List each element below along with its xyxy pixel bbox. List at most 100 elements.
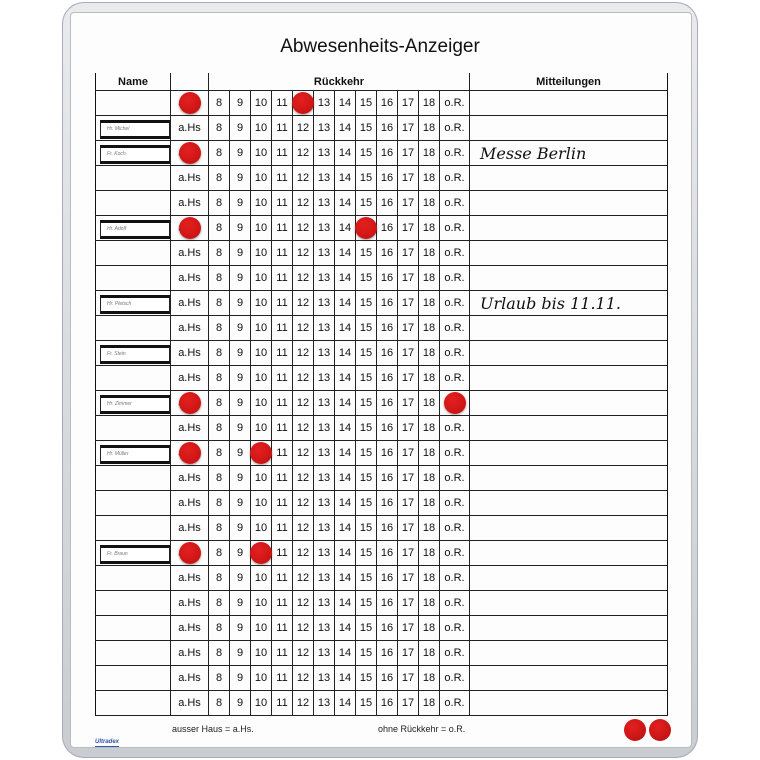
- slot-cell[interactable]: a.Hs: [170, 440, 209, 466]
- slot-cell[interactable]: a.Hs: [170, 665, 209, 691]
- slot-cell[interactable]: 10: [250, 90, 272, 116]
- name-cell[interactable]: [95, 565, 171, 591]
- name-cell[interactable]: [95, 690, 171, 716]
- slot-cell[interactable]: 15: [355, 615, 377, 641]
- slot-cell[interactable]: 8: [208, 565, 230, 591]
- slot-cell[interactable]: 16: [376, 540, 398, 566]
- slot-cell[interactable]: o.R.: [439, 415, 470, 441]
- slot-cell[interactable]: 14: [334, 240, 356, 266]
- slot-cell[interactable]: 10: [250, 140, 272, 166]
- slot-cell[interactable]: 8: [208, 90, 230, 116]
- name-tag[interactable]: Fr. Koch: [100, 145, 170, 164]
- slot-cell[interactable]: 17: [397, 265, 419, 291]
- slot-cell[interactable]: 16: [376, 340, 398, 366]
- slot-cell[interactable]: 12: [292, 90, 314, 116]
- name-cell[interactable]: [95, 240, 171, 266]
- slot-cell[interactable]: 10: [250, 690, 272, 716]
- slot-cell[interactable]: 13: [313, 165, 335, 191]
- message-cell[interactable]: [469, 340, 668, 366]
- slot-cell[interactable]: 14: [334, 390, 356, 416]
- slot-cell[interactable]: o.R.: [439, 665, 470, 691]
- slot-cell[interactable]: 12: [292, 440, 314, 466]
- name-cell[interactable]: Fr. Braun: [95, 540, 171, 566]
- slot-cell[interactable]: 17: [397, 115, 419, 141]
- slot-cell[interactable]: 17: [397, 465, 419, 491]
- name-cell[interactable]: [95, 515, 171, 541]
- slot-cell[interactable]: a.Hs: [170, 615, 209, 641]
- slot-cell[interactable]: 8: [208, 640, 230, 666]
- slot-cell[interactable]: a.Hs: [170, 590, 209, 616]
- slot-cell[interactable]: 17: [397, 565, 419, 591]
- slot-cell[interactable]: 12: [292, 640, 314, 666]
- slot-cell[interactable]: 17: [397, 90, 419, 116]
- slot-cell[interactable]: 17: [397, 165, 419, 191]
- slot-cell[interactable]: 10: [250, 215, 272, 241]
- slot-cell[interactable]: o.R.: [439, 115, 470, 141]
- slot-cell[interactable]: 12: [292, 590, 314, 616]
- slot-cell[interactable]: a.Hs: [170, 90, 209, 116]
- slot-cell[interactable]: 17: [397, 690, 419, 716]
- red-magnet[interactable]: [178, 392, 201, 414]
- slot-cell[interactable]: 18: [418, 390, 440, 416]
- slot-cell[interactable]: 16: [376, 440, 398, 466]
- slot-cell[interactable]: 9: [229, 490, 251, 516]
- slot-cell[interactable]: 18: [418, 565, 440, 591]
- slot-cell[interactable]: 14: [334, 440, 356, 466]
- slot-cell[interactable]: 8: [208, 390, 230, 416]
- slot-cell[interactable]: 9: [229, 640, 251, 666]
- slot-cell[interactable]: 15: [355, 665, 377, 691]
- slot-cell[interactable]: 16: [376, 640, 398, 666]
- slot-cell[interactable]: 16: [376, 365, 398, 391]
- slot-cell[interactable]: 14: [334, 665, 356, 691]
- slot-cell[interactable]: a.Hs: [170, 290, 209, 316]
- red-magnet[interactable]: [178, 217, 201, 239]
- message-cell[interactable]: [469, 90, 668, 116]
- slot-cell[interactable]: 12: [292, 465, 314, 491]
- slot-cell[interactable]: 18: [418, 115, 440, 141]
- slot-cell[interactable]: 8: [208, 340, 230, 366]
- slot-cell[interactable]: 9: [229, 415, 251, 441]
- slot-cell[interactable]: o.R.: [439, 190, 470, 216]
- slot-cell[interactable]: 12: [292, 265, 314, 291]
- slot-cell[interactable]: 16: [376, 590, 398, 616]
- slot-cell[interactable]: 14: [334, 165, 356, 191]
- slot-cell[interactable]: 16: [376, 240, 398, 266]
- slot-cell[interactable]: 9: [229, 340, 251, 366]
- slot-cell[interactable]: o.R.: [439, 615, 470, 641]
- slot-cell[interactable]: o.R.: [439, 540, 470, 566]
- slot-cell[interactable]: 14: [334, 690, 356, 716]
- slot-cell[interactable]: 10: [250, 165, 272, 191]
- slot-cell[interactable]: 15: [355, 265, 377, 291]
- red-magnet[interactable]: [178, 442, 201, 464]
- slot-cell[interactable]: 10: [250, 515, 272, 541]
- slot-cell[interactable]: 13: [313, 340, 335, 366]
- slot-cell[interactable]: 8: [208, 465, 230, 491]
- slot-cell[interactable]: 14: [334, 315, 356, 341]
- message-cell[interactable]: Urlaub bis 11.11.: [469, 290, 668, 316]
- slot-cell[interactable]: 13: [313, 90, 335, 116]
- slot-cell[interactable]: a.Hs: [170, 690, 209, 716]
- slot-cell[interactable]: 13: [313, 490, 335, 516]
- slot-cell[interactable]: 14: [334, 465, 356, 491]
- message-cell[interactable]: [469, 115, 668, 141]
- slot-cell[interactable]: 15: [355, 365, 377, 391]
- slot-cell[interactable]: 11: [271, 440, 293, 466]
- slot-cell[interactable]: 13: [313, 215, 335, 241]
- slot-cell[interactable]: a.Hs: [170, 515, 209, 541]
- message-cell[interactable]: Messe Berlin: [469, 140, 668, 166]
- slot-cell[interactable]: 17: [397, 415, 419, 441]
- message-cell[interactable]: [469, 665, 668, 691]
- slot-cell[interactable]: 11: [271, 365, 293, 391]
- red-magnet[interactable]: [178, 542, 201, 564]
- slot-cell[interactable]: 12: [292, 540, 314, 566]
- message-cell[interactable]: [469, 465, 668, 491]
- slot-cell[interactable]: 14: [334, 190, 356, 216]
- slot-cell[interactable]: 10: [250, 640, 272, 666]
- slot-cell[interactable]: 16: [376, 140, 398, 166]
- slot-cell[interactable]: 15: [355, 640, 377, 666]
- slot-cell[interactable]: 11: [271, 540, 293, 566]
- slot-cell[interactable]: a.Hs: [170, 365, 209, 391]
- slot-cell[interactable]: 11: [271, 465, 293, 491]
- slot-cell[interactable]: 13: [313, 140, 335, 166]
- name-cell[interactable]: Fr. Stein: [95, 340, 171, 366]
